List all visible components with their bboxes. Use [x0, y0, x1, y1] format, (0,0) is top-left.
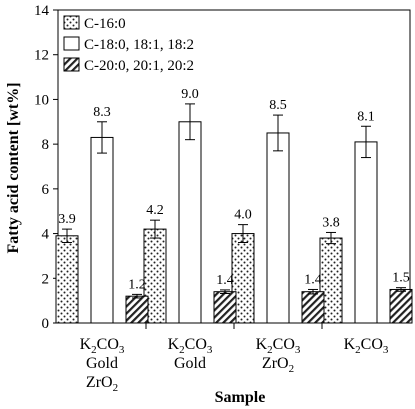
legend-entry: C-18:0, 18:1, 18:2 [84, 37, 194, 53]
bar [389, 288, 413, 324]
x-tick-label: ZrO2 [86, 374, 118, 394]
legend-swatch [63, 15, 80, 30]
legend-entry: C-16:0 [84, 16, 126, 32]
data-label: 1.4 [304, 272, 322, 287]
bar [301, 291, 325, 324]
y-tick-label: 8 [42, 137, 50, 153]
y-tick-label: 12 [34, 48, 49, 64]
x-axis-label: Sample [215, 389, 266, 406]
bar [266, 132, 290, 324]
bar [90, 136, 114, 324]
legend-entry: C-20:0, 20:1, 20:2 [84, 58, 194, 74]
bar [213, 291, 237, 324]
data-label: 8.5 [269, 98, 287, 113]
y-tick-label: 0 [42, 316, 50, 332]
data-label: 4.0 [234, 208, 252, 223]
x-tick-label: K2CO3 [80, 336, 125, 356]
y-axis-label: Fatty acid content [wt%] [5, 82, 22, 253]
data-label: 3.9 [58, 212, 76, 227]
legend-swatch [63, 36, 80, 51]
bar [354, 141, 378, 324]
bar [55, 235, 79, 324]
data-label: 3.8 [322, 215, 340, 230]
x-tick-label: ZrO2 [262, 355, 294, 375]
y-tick-label: 6 [42, 182, 50, 198]
x-tick-label: Gold [86, 355, 118, 372]
x-tick-label: K2CO3 [344, 336, 389, 356]
data-label: 1.4 [216, 273, 234, 288]
y-tick-label: 10 [34, 92, 49, 108]
legend-swatch [63, 57, 80, 72]
x-tick-label: Gold [174, 355, 206, 372]
data-label: 1.5 [392, 271, 410, 286]
y-tick-label: 2 [42, 271, 50, 287]
data-label: 8.1 [357, 109, 375, 124]
x-tick-label: K2CO3 [256, 336, 301, 356]
bar [178, 121, 202, 324]
bar [125, 295, 149, 324]
plot-area: 0 2 4 6 8 10 12 14 3.9 4.2 4.0 3.8 8.3 9.0 8.5 8.1 1.2 1.… [34, 3, 413, 394]
y-tick-label: 14 [34, 3, 50, 19]
data-label: 1.2 [128, 277, 146, 292]
data-label: 8.3 [93, 105, 111, 120]
x-tick-label: K2CO3 [168, 336, 213, 356]
data-label: 9.0 [181, 87, 199, 102]
y-tick-label: 4 [42, 227, 50, 243]
data-label: 4.2 [146, 203, 164, 218]
